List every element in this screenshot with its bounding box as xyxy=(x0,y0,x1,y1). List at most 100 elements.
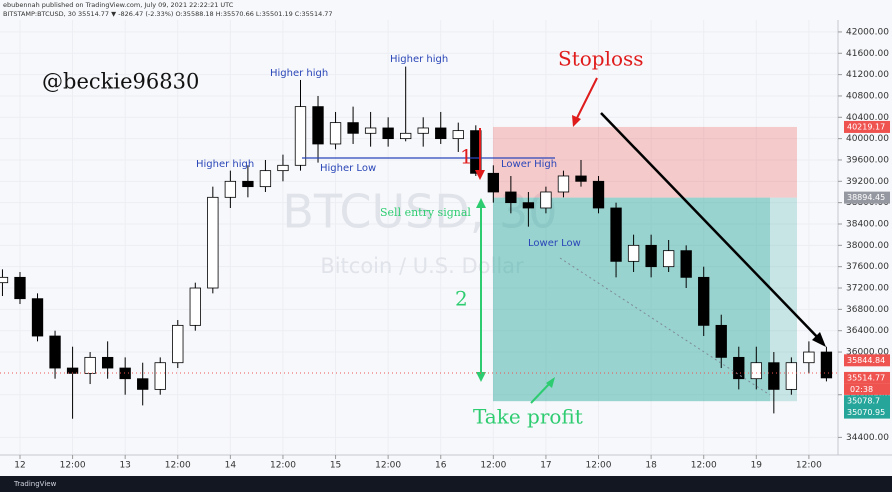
candle-body xyxy=(698,276,710,326)
y-tick-label: 36400.00 xyxy=(846,326,889,336)
candle-body xyxy=(680,250,692,278)
candle-body xyxy=(715,324,727,358)
candle-body xyxy=(470,130,482,174)
x-tick-label: 12:00 xyxy=(691,461,717,471)
candle-body xyxy=(0,276,9,284)
y-tick-label: 36800.00 xyxy=(846,305,889,315)
candle-body xyxy=(312,106,324,145)
candle-body xyxy=(172,324,184,364)
candle-body xyxy=(154,362,166,390)
candle-body xyxy=(592,180,605,209)
y-tick-label: 40400.00 xyxy=(846,113,889,123)
candle-body xyxy=(14,276,26,300)
x-tick-label: 13 xyxy=(119,461,130,471)
candle-body xyxy=(522,202,535,209)
candle-body xyxy=(364,127,377,134)
candle-body xyxy=(84,356,96,374)
y-tick-label: 34400.00 xyxy=(846,433,889,443)
candle-body xyxy=(435,127,447,140)
price-label: 35070.95 xyxy=(847,408,885,417)
price-label-box xyxy=(844,371,890,384)
y-tick-label: 39600.00 xyxy=(846,155,889,165)
y-tick-label: 40000.00 xyxy=(846,134,889,144)
y-tick-label: 36000.00 xyxy=(846,348,889,358)
annotation: Sell entry signal xyxy=(380,206,471,219)
countdown-box xyxy=(844,383,890,395)
x-tick-label: 17 xyxy=(540,461,551,471)
candle-body xyxy=(49,335,61,369)
handle: @beckie96830 xyxy=(42,70,199,94)
x-tick-label: 19 xyxy=(751,461,763,471)
candle-body xyxy=(487,172,499,193)
candle-body xyxy=(662,250,675,268)
price-label-box xyxy=(844,354,890,367)
candle-body xyxy=(417,127,429,134)
candle-body xyxy=(803,351,815,364)
footer xyxy=(0,476,892,492)
candle-body xyxy=(785,362,798,390)
candle-body xyxy=(189,287,201,326)
trend-dotted xyxy=(559,257,771,396)
x-tick-label: 12:00 xyxy=(165,461,191,471)
candle-body xyxy=(540,191,552,209)
arrow-head xyxy=(572,115,581,127)
x-tick-label: 18 xyxy=(645,461,657,471)
header xyxy=(0,0,892,20)
candle-body xyxy=(294,106,307,166)
y-tick-label: 42000.00 xyxy=(846,27,889,37)
price-label: 38894.45 xyxy=(847,193,885,202)
arrow-head xyxy=(546,377,555,388)
y-tick-label: 37200.00 xyxy=(846,284,889,294)
candle-body xyxy=(820,351,833,379)
candle-body xyxy=(452,130,464,140)
countdown: 02:38 xyxy=(850,385,873,394)
candle-body xyxy=(610,207,622,262)
arrow-head xyxy=(475,170,485,180)
x-tick-label: 16 xyxy=(435,461,447,471)
candle-body xyxy=(575,175,587,182)
price-label-box xyxy=(844,120,890,133)
x-tick-label: 14 xyxy=(225,461,237,471)
price-label: 35514.77 xyxy=(847,373,885,382)
candle-body xyxy=(645,244,657,268)
y-tick-label: 39200.00 xyxy=(846,177,889,187)
x-tick-label: 12:00 xyxy=(480,461,506,471)
stoploss-arrow xyxy=(575,77,598,121)
annotation: Lower Low xyxy=(528,238,581,249)
arrow-head xyxy=(812,332,826,347)
y-tick-label: 41600.00 xyxy=(846,49,889,59)
stop-zone xyxy=(493,126,797,198)
candle-body xyxy=(119,367,131,380)
y-tick-label: 37600.00 xyxy=(846,262,889,272)
price-label-box xyxy=(844,191,890,204)
step-label: 2 xyxy=(455,287,468,311)
arrow-head xyxy=(476,198,486,208)
price-label: 40219.17 xyxy=(847,122,885,131)
annotation: Higher high xyxy=(270,68,328,79)
header-meta: ebubennah published on TradingView.com, … xyxy=(3,1,234,9)
candle-body xyxy=(750,362,762,380)
candle-body xyxy=(768,362,780,390)
tp-arrow xyxy=(530,382,551,404)
candle-body xyxy=(207,196,219,289)
annotation: Higher Low xyxy=(320,163,376,174)
take-profit-label: Take profit xyxy=(473,405,583,429)
trend-arrow xyxy=(600,112,823,343)
y-tick-label: 41200.00 xyxy=(846,70,889,80)
arrow-head xyxy=(476,372,486,382)
price-label-box xyxy=(844,406,890,419)
watermark-subtitle: Bitcoin / U.S. Dollar xyxy=(320,254,524,278)
x-tick-label: 12:00 xyxy=(60,461,86,471)
y-tick-label: 40800.00 xyxy=(846,91,889,101)
candle-body xyxy=(557,175,570,193)
price-label: 35844.84 xyxy=(847,356,885,365)
x-tick-label: 12:00 xyxy=(796,461,822,471)
x-tick-label: 12:00 xyxy=(270,461,296,471)
annotation: Higher high xyxy=(390,54,448,65)
price-label-box xyxy=(844,395,890,408)
axes: 42000.00 41600.00 41200.00 40800.00 40400.00… xyxy=(14,27,890,471)
x-tick-label: 12:00 xyxy=(586,461,612,471)
candle-body xyxy=(137,378,149,390)
